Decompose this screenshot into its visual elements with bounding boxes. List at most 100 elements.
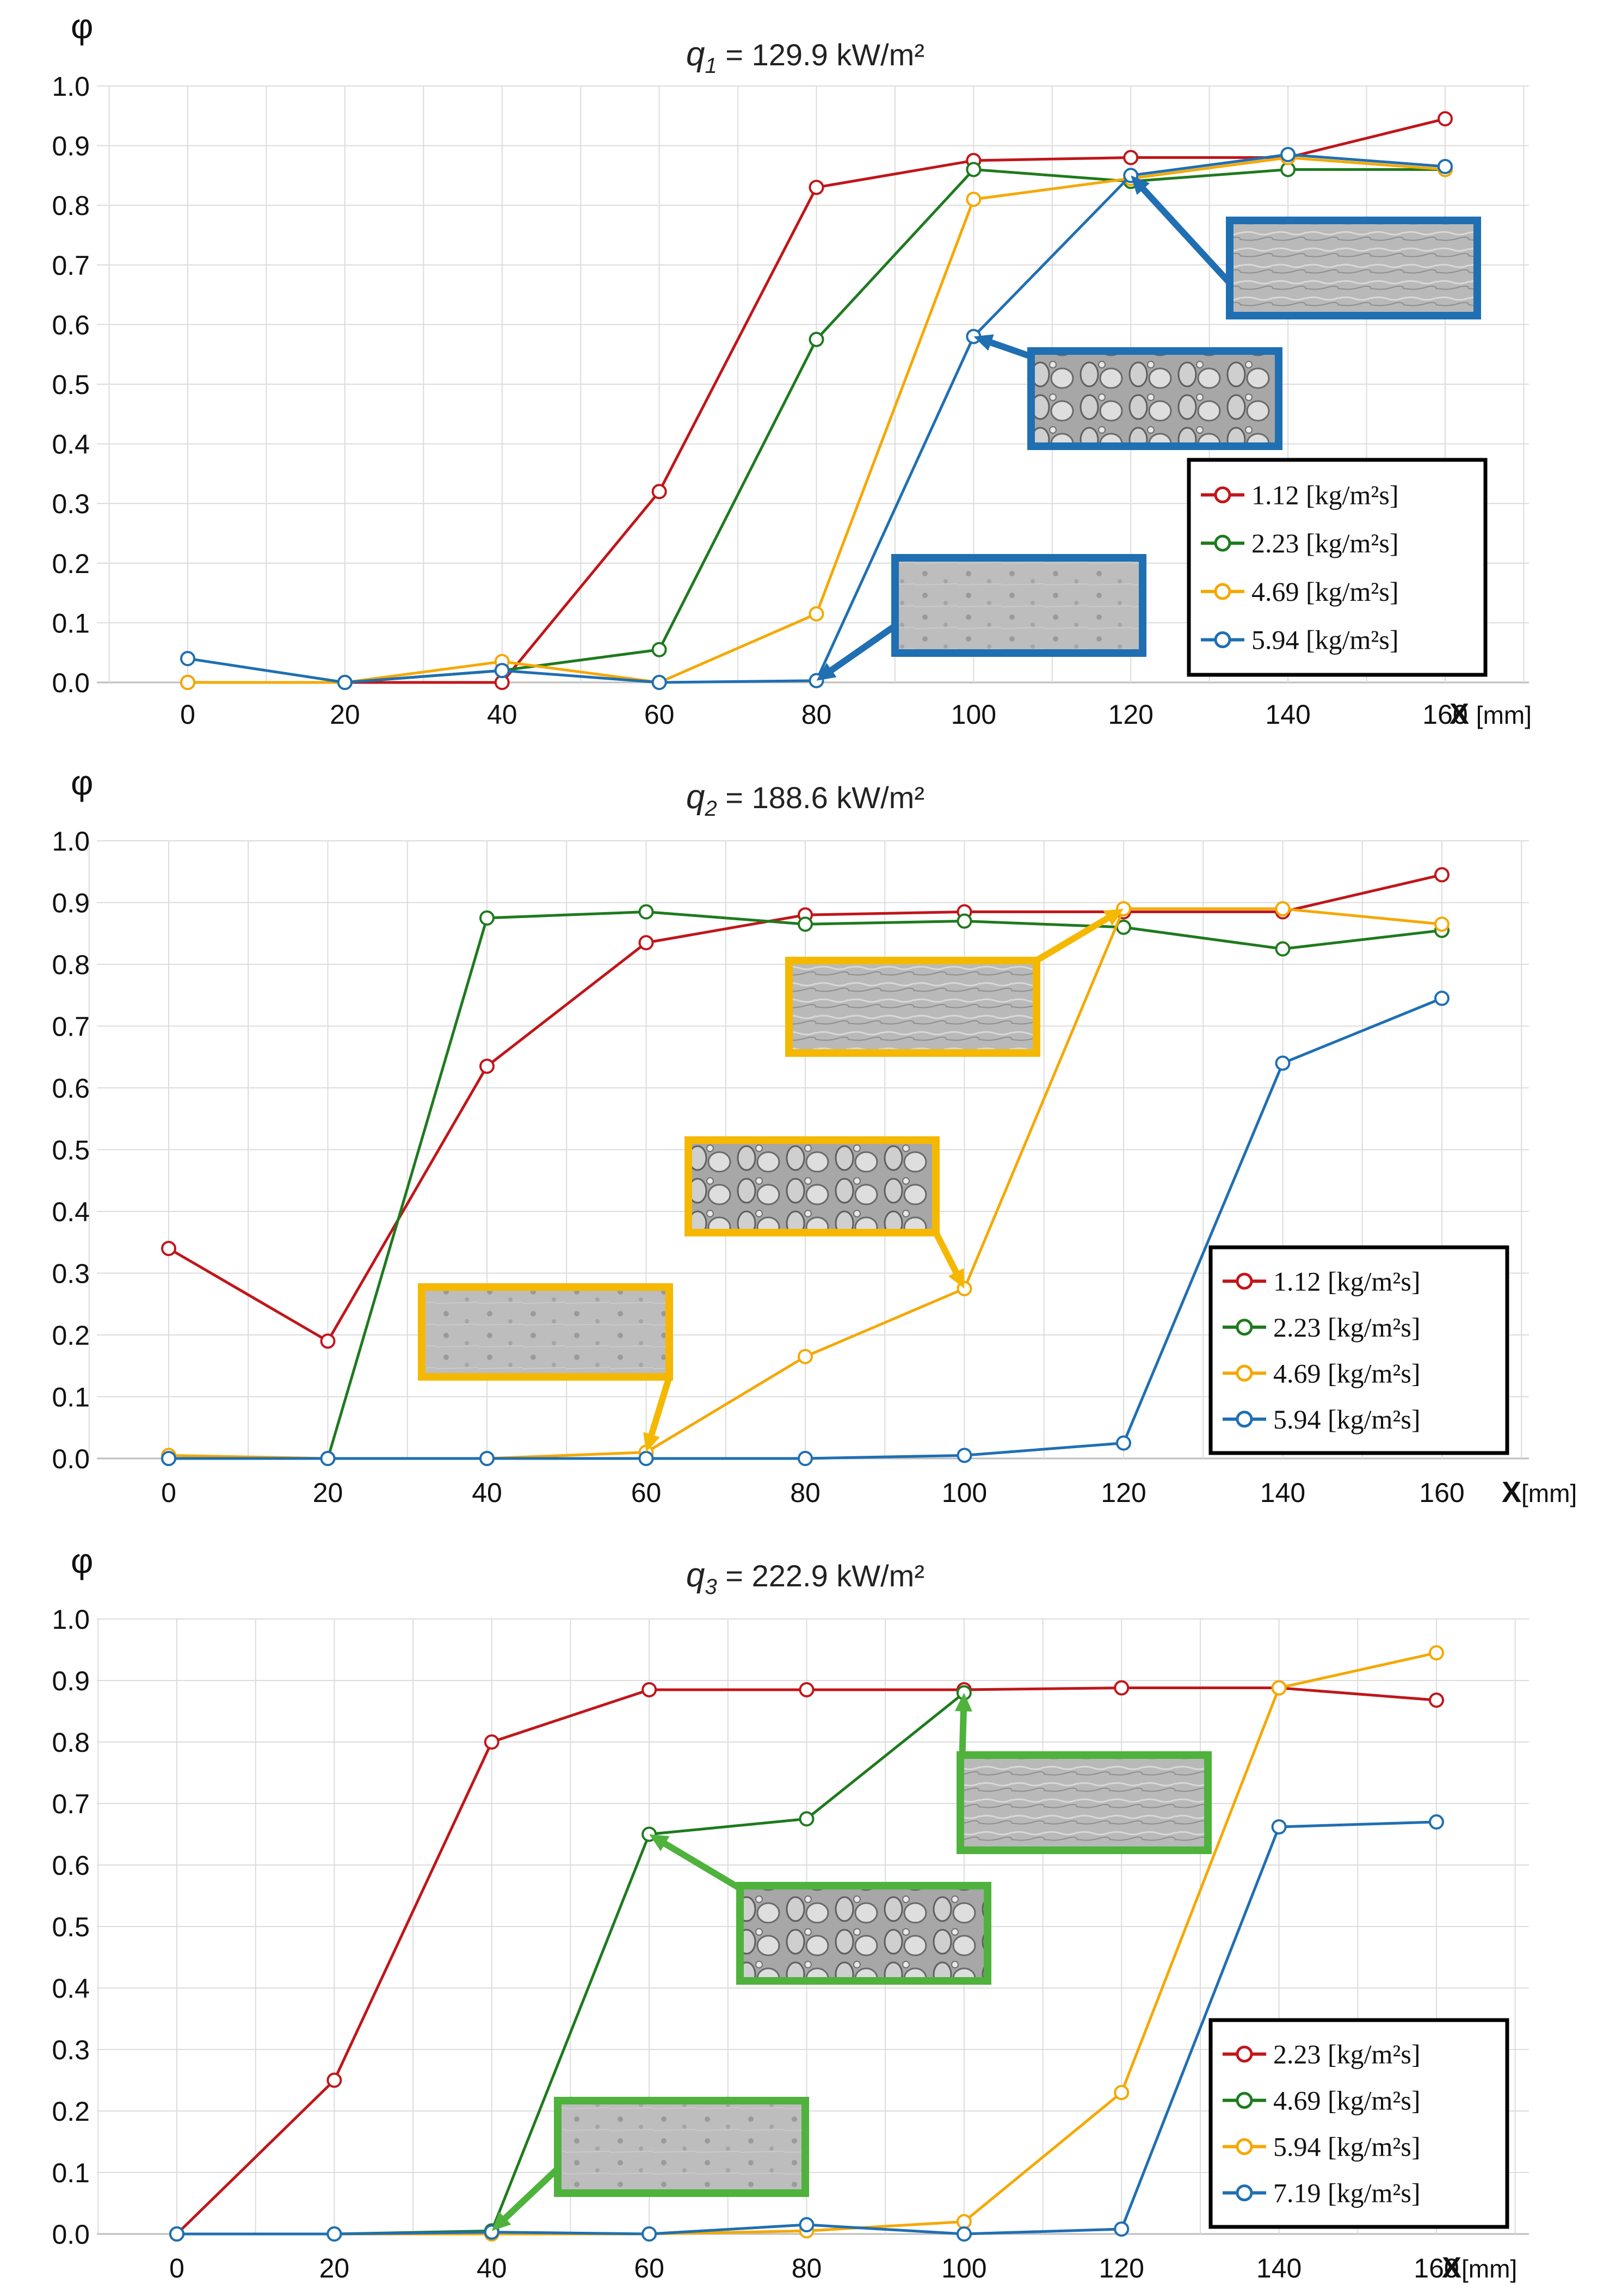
y-tick-label: 0.0 [52, 668, 90, 698]
y-tick-label: 0.4 [52, 1197, 90, 1227]
y-tick-label: 0.3 [52, 1259, 90, 1289]
annotation-arrowhead [491, 2212, 511, 2231]
x-tick-label: 100 [941, 2253, 986, 2283]
legend-label: 2.23 [kg/m²s] [1273, 1312, 1421, 1343]
legend: 1.12 [kg/m²s] 2.23 [kg/m²s] 4.69 [kg/m²s] 5… [1187, 458, 1488, 677]
x-tick-label: 160 [1422, 699, 1467, 730]
annotation-arrowhead [643, 1432, 660, 1452]
data-point [1429, 1645, 1444, 1661]
flow-photo [418, 1283, 673, 1381]
y-tick-label: 0.1 [52, 2158, 90, 2188]
flow-photo [736, 1882, 991, 1985]
data-point [1123, 150, 1139, 165]
x-tick-label: 120 [1108, 699, 1154, 730]
data-point [320, 1451, 336, 1466]
data-point [337, 675, 353, 690]
data-point [1438, 158, 1453, 174]
legend-label: 5.94 [kg/m²s] [1273, 2132, 1421, 2162]
x-tick-label: 40 [487, 699, 517, 730]
title-variable: q [686, 778, 705, 816]
x-tick-label: 140 [1256, 2253, 1302, 2283]
y-tick-label: 0.3 [52, 489, 90, 519]
y-tick-label: 0.8 [52, 1727, 90, 1758]
data-point [809, 180, 824, 195]
flow-photo [1027, 347, 1282, 450]
flow-image-3 [1131, 175, 1481, 319]
annotation-arrow [1140, 186, 1233, 286]
flow-image-1 [816, 554, 1146, 681]
y-tick-label: 0.0 [52, 2219, 90, 2250]
annotation-arrowhead [954, 1692, 972, 1712]
legend-swatch-marker [1214, 486, 1231, 503]
x-tick-label: 0 [161, 1478, 176, 1508]
chart-3: 0.0 0.1 0.2 0.3 0.4 0.5 0.6 0.7 0.8 0.9 1.0 0 20 40 60… [52, 1541, 1529, 2284]
annotation-arrowhead [1131, 175, 1150, 195]
data-point [320, 1333, 336, 1349]
legend: 2.23 [kg/m²s] 4.69 [kg/m²s] 5.94 [kg/m²s] 7… [1208, 2018, 1509, 2229]
flow-image-1 [491, 2097, 809, 2231]
flow-image-3 [785, 908, 1124, 1057]
data-point [1434, 867, 1450, 883]
data-point [642, 1682, 657, 1697]
legend-item: 4.69 [kg/m²s] [1223, 1358, 1421, 1388]
x-tick-label: 60 [644, 699, 675, 730]
x-tick-label: 80 [801, 699, 832, 730]
y-tick-label: 0.8 [52, 190, 90, 221]
x-tick-label: 140 [1260, 1478, 1305, 1508]
flow-image-1 [418, 1283, 673, 1452]
legend-label: 5.94 [kg/m²s] [1273, 1404, 1421, 1435]
legend-swatch-marker [1236, 2092, 1253, 2109]
chart-1: 0.0 0.1 0.2 0.3 0.4 0.5 0.6 0.7 0.8 0.9 1.0 0 20 40 60… [52, 7, 1532, 730]
data-point [651, 675, 667, 690]
data-point [1114, 2085, 1130, 2101]
data-point [798, 1349, 813, 1364]
data-point [799, 2217, 815, 2233]
y-tick-label: 1.0 [52, 71, 90, 102]
flow-photo [957, 1751, 1212, 1854]
legend-label: 1.12 [kg/m²s] [1251, 479, 1399, 510]
y-tick-label: 0.1 [52, 608, 90, 638]
y-tick-label: 1.0 [52, 1604, 90, 1635]
annotation-arrow [1033, 915, 1111, 964]
annotation-arrowhead [649, 1834, 670, 1851]
y-tick-label: 0.9 [52, 888, 90, 919]
data-point [799, 1811, 815, 1827]
x-axis-label-unit: [mm] [1521, 1479, 1577, 1507]
y-tick-label: 0.6 [52, 1850, 90, 1881]
chart-title: q1 = 129.9 kW/m² [686, 35, 924, 78]
data-point [799, 1682, 815, 1697]
data-point [1429, 1692, 1444, 1708]
title-value: = 188.6 kW/m² [717, 780, 924, 815]
legend-item: 2.23 [kg/m²s] [1223, 2039, 1421, 2070]
legend-swatch-marker [1236, 1319, 1253, 1336]
legend-item: 2.23 [kg/m²s] [1201, 528, 1399, 558]
x-tick-label: 120 [1101, 1478, 1146, 1508]
data-point [180, 651, 195, 667]
y-tick-label: 0.5 [52, 370, 90, 400]
data-point [169, 2226, 184, 2242]
title-subscript: 3 [705, 1575, 717, 1599]
annotation-arrowhead [1103, 908, 1124, 926]
data-point [1271, 1819, 1287, 1835]
y-tick-label: 0.6 [52, 310, 90, 340]
data-point [957, 913, 972, 929]
data-point [966, 162, 982, 177]
annotation-arrow [648, 1374, 673, 1438]
data-point [1116, 1435, 1131, 1451]
chart-title: q3 = 222.9 kW/m² [686, 1556, 924, 1599]
title-value: = 129.9 kW/m² [717, 38, 924, 72]
data-point [484, 1734, 499, 1750]
data-point [1434, 990, 1450, 1006]
annotation-arrowhead [816, 663, 837, 681]
flow-photo [554, 2097, 809, 2197]
title-subscript: 1 [705, 54, 717, 78]
flow-image-2 [684, 1136, 965, 1289]
x-tick-label: 0 [180, 699, 195, 730]
data-point [1114, 1680, 1130, 1696]
y-tick-label: 0.4 [52, 1973, 90, 2004]
annotation-arrowhead [973, 334, 994, 351]
x-tick-label: 60 [634, 2253, 664, 2283]
y-tick-label: 0.2 [52, 2096, 90, 2127]
